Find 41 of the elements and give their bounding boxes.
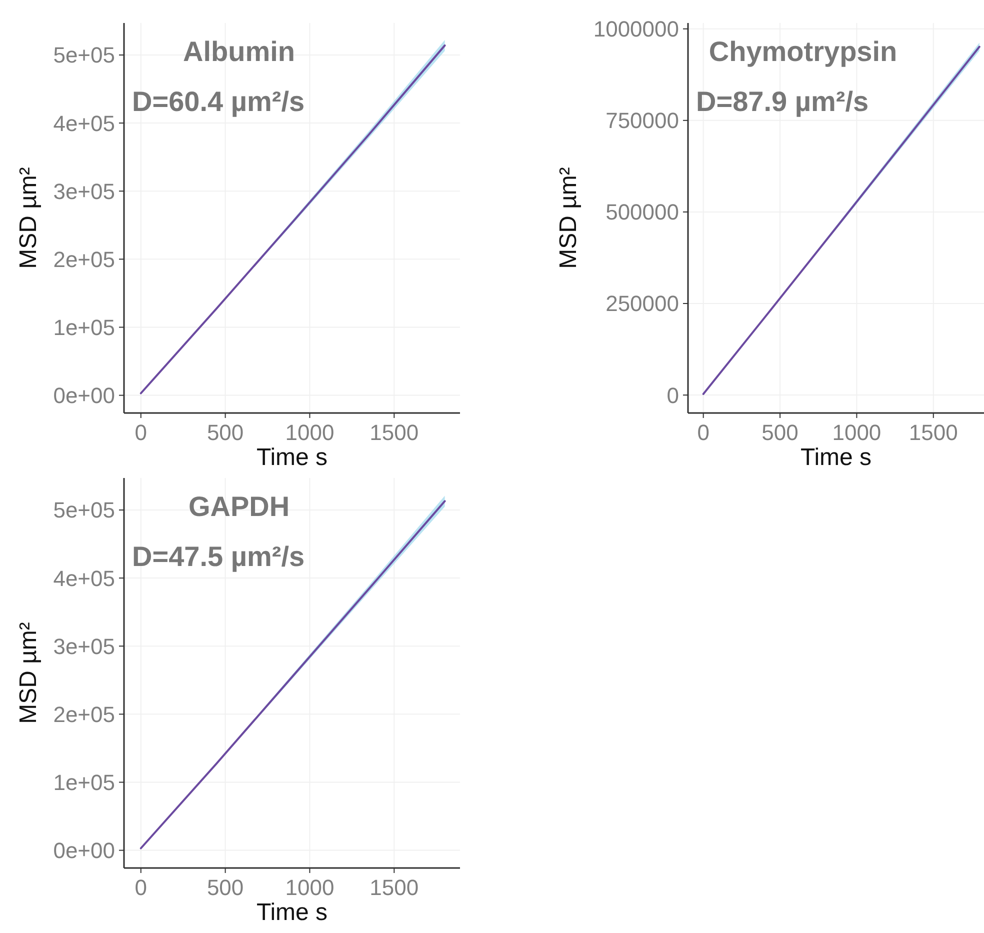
y-tick-label: 1e+05 <box>53 770 115 795</box>
x-tick-label: 500 <box>206 875 244 900</box>
y-axis-title: MSD µm² <box>555 167 582 269</box>
x-tick-label: 500 <box>762 420 798 445</box>
x-axis-title: Time s <box>256 899 328 926</box>
y-tick-label: 250000 <box>606 291 679 316</box>
text: Chymotrypsin <box>708 36 898 67</box>
x-tick-label: 1500 <box>370 420 419 445</box>
x-tick-label: 500 <box>206 420 244 445</box>
text: GAPDH <box>188 491 290 522</box>
x-axis-title: Time s <box>800 444 872 471</box>
y-tick-label: 0 <box>666 382 679 408</box>
y-tick-label: 500000 <box>606 200 679 225</box>
y-tick-label: 0e+00 <box>53 383 115 408</box>
y-tick-label: 4e+05 <box>53 110 115 136</box>
x-tick-label: 1500 <box>370 875 419 900</box>
y-tick-label: 750000 <box>606 108 679 134</box>
y-tick-label: 0e+00 <box>53 838 115 864</box>
y-tick-label: 5e+05 <box>53 498 115 523</box>
y-axis-title: MSD µm² <box>15 622 42 724</box>
y-tick-label: 5e+05 <box>53 42 115 68</box>
x-tick-label: 1000 <box>285 420 334 445</box>
x-axis-title: Time s <box>256 444 328 471</box>
annotation: D=87.9 µm²/s <box>696 86 869 117</box>
y-tick-label: 2e+05 <box>53 702 115 727</box>
x-tick-label: 1000 <box>285 875 334 900</box>
x-tick-label: 0 <box>697 420 710 445</box>
annotation: D=60.4 µm²/s <box>132 86 305 117</box>
text: Albumin <box>183 36 295 67</box>
y-axis-title: MSD µm² <box>15 167 42 269</box>
x-tick-label: 0 <box>134 875 148 900</box>
y-tick-label: 3e+05 <box>53 634 115 659</box>
x-tick-label: 0 <box>134 420 148 445</box>
y-tick-label: 1000000 <box>593 16 679 42</box>
y-tick-label: 2e+05 <box>53 246 115 272</box>
y-tick-label: 1e+05 <box>53 314 115 340</box>
annotation: D=47.5 µm²/s <box>132 541 305 572</box>
y-tick-label: 3e+05 <box>53 178 115 204</box>
x-tick-label: 1500 <box>908 420 958 445</box>
y-tick-label: 4e+05 <box>53 566 115 591</box>
x-tick-label: 1000 <box>832 420 882 445</box>
